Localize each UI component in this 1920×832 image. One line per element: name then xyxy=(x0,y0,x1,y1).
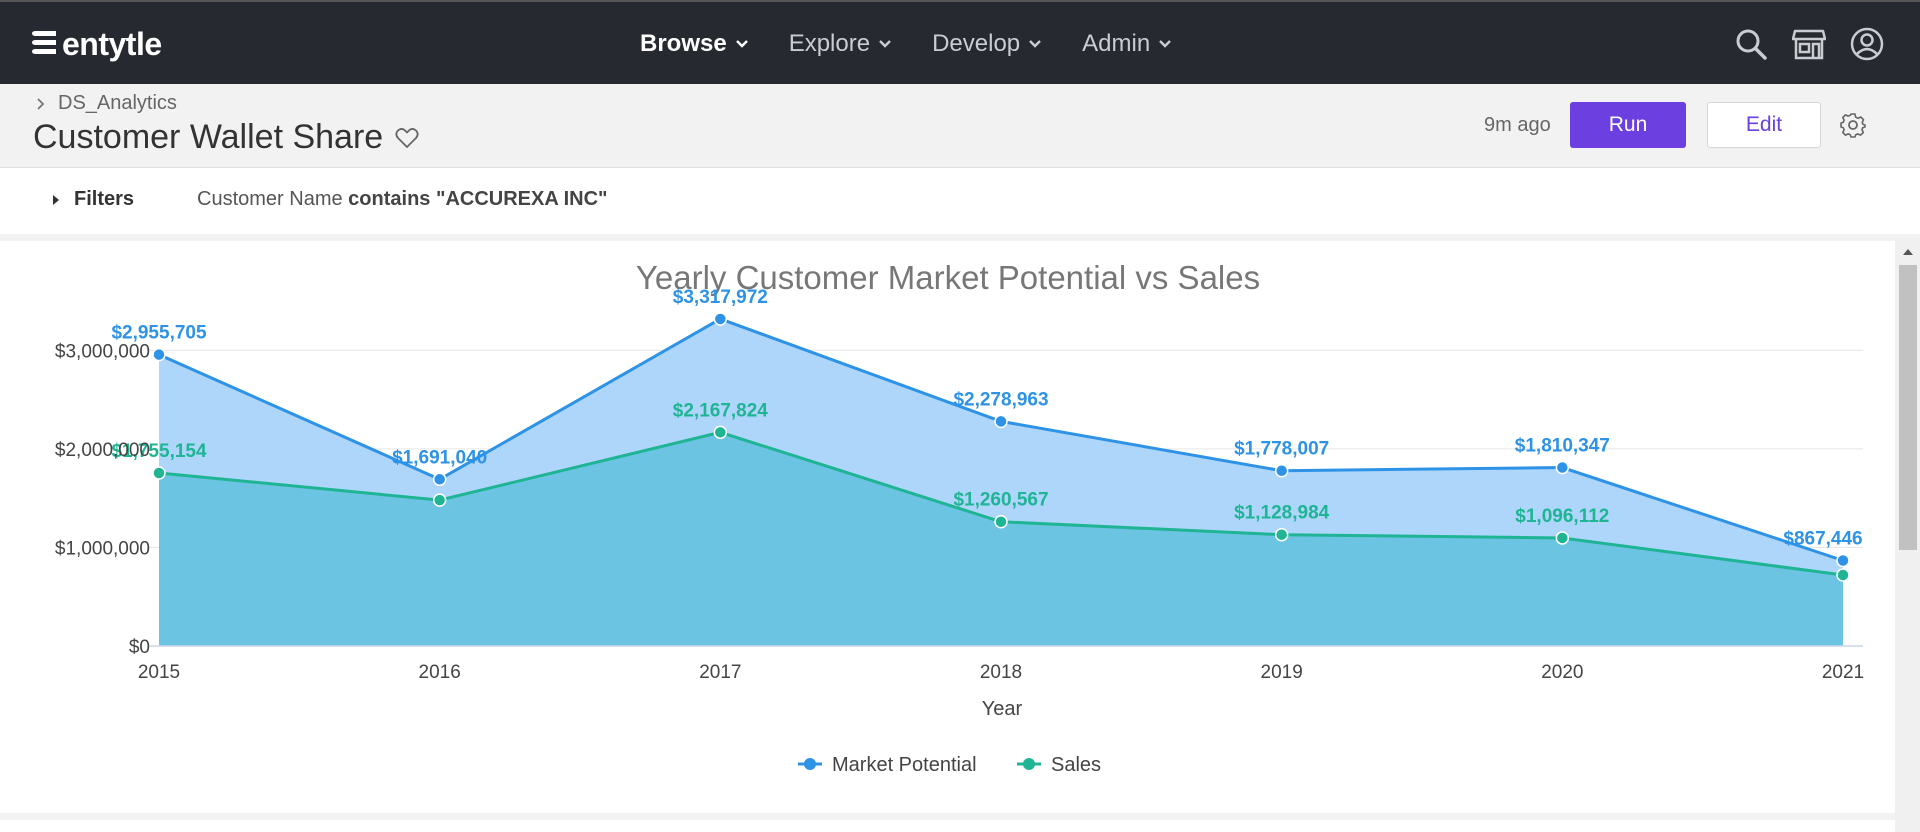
chart-data-labels: $2,955,705 $1,691,040 $3,317,972 $2,278,963… xyxy=(111,287,1862,550)
data-point xyxy=(432,493,447,507)
search-icon[interactable] xyxy=(1734,27,1768,61)
run-button[interactable]: Run xyxy=(1570,102,1686,148)
data-point xyxy=(994,514,1008,529)
nav-label: Admin xyxy=(1082,30,1151,57)
data-label: $1,128,984 xyxy=(1234,503,1330,524)
x-tick-label: 2019 xyxy=(1261,662,1303,683)
chart-axes: $0 $1,000,000 $2,000,000 $3,000,000 2015 2016… xyxy=(55,341,1864,683)
data-label: $2,278,963 xyxy=(953,389,1048,410)
heart-icon[interactable] xyxy=(395,127,419,149)
x-tick-label: 2016 xyxy=(419,662,461,683)
data-point xyxy=(432,472,447,487)
filters-label: Filters xyxy=(74,188,135,210)
entytle-logo[interactable]: entytle xyxy=(32,26,162,62)
page-header: DS_Analytics Customer Wallet Share 9m ag… xyxy=(0,84,1920,168)
chart-title: Yearly Customer Market Potential vs Sale… xyxy=(636,259,1260,296)
last-run-time: 9m ago xyxy=(1484,114,1551,136)
data-point xyxy=(152,347,166,362)
logo-text: entytle xyxy=(62,25,162,62)
main-nav: Browse Explore Develop Admin xyxy=(640,2,1212,86)
line-area-chart: Yearly Customer Market Potential vs Sale… xyxy=(55,259,1864,776)
chevron-down-icon xyxy=(735,40,748,48)
data-point xyxy=(1555,531,1570,545)
scroll-thumb[interactable] xyxy=(1899,265,1917,550)
data-point xyxy=(152,466,166,480)
breadcrumb-label: DS_Analytics xyxy=(58,92,177,114)
data-label: $1,691,040 xyxy=(392,447,487,468)
chevron-down-icon xyxy=(1159,40,1172,48)
top-icons xyxy=(1710,2,1884,86)
filters-bar: Filters Customer Name contains "ACCUREXA… xyxy=(0,168,1920,234)
chevron-down-icon xyxy=(879,40,891,48)
data-label: $1,260,567 xyxy=(953,490,1048,511)
chevron-down-icon xyxy=(1029,40,1041,48)
nav-item-admin[interactable]: Admin xyxy=(1082,30,1172,58)
filters-toggle[interactable]: Filters xyxy=(52,188,134,211)
legend-marker-icon xyxy=(1023,758,1035,770)
nav-label: Explore xyxy=(788,30,871,57)
nav-item-explore[interactable]: Explore xyxy=(789,30,892,58)
legend-marker-icon xyxy=(804,758,816,770)
page-title: Customer Wallet Share xyxy=(33,118,384,156)
y-tick-label: $3,000,000 xyxy=(55,341,150,362)
legend-label: Sales xyxy=(1051,754,1101,776)
scroll-up-arrow-icon[interactable] xyxy=(1902,247,1914,257)
data-point xyxy=(1836,553,1850,568)
x-axis-title: Year xyxy=(982,698,1023,720)
data-label: $867,446 xyxy=(1783,528,1862,549)
data-point xyxy=(994,414,1008,429)
y-tick-label: $2,000,000 xyxy=(55,440,150,461)
data-point xyxy=(1274,527,1289,542)
next-panel-edge xyxy=(0,820,1895,832)
x-tick-label: 2017 xyxy=(699,662,741,683)
chart-panel: Yearly Customer Market Potential vs Sale… xyxy=(0,241,1895,813)
data-label: $1,096,112 xyxy=(1515,506,1609,527)
x-tick-label: 2021 xyxy=(1822,662,1864,683)
data-point xyxy=(1274,463,1289,478)
vertical-scrollbar[interactable] xyxy=(1895,241,1920,832)
data-label: $2,167,824 xyxy=(673,400,769,421)
gear-icon[interactable] xyxy=(1840,112,1866,138)
nav-label: Develop xyxy=(932,30,1021,57)
chevron-right-icon xyxy=(36,97,46,111)
filter-field: Customer Name xyxy=(197,188,343,210)
nav-item-develop[interactable]: Develop xyxy=(932,30,1042,58)
nav-label: Browse xyxy=(640,30,727,57)
y-tick-label: $0 xyxy=(129,637,150,658)
data-label: $1,810,347 xyxy=(1515,436,1610,457)
page-title-wrap: Customer Wallet Share xyxy=(33,118,419,157)
filter-summary: Customer Name contains "ACCUREXA INC" xyxy=(197,188,608,211)
data-point xyxy=(713,425,728,440)
data-point xyxy=(1555,460,1570,475)
data-label: $3,317,972 xyxy=(673,287,768,308)
chart-points xyxy=(152,312,1850,582)
nav-item-browse[interactable]: Browse xyxy=(640,30,749,58)
area-sales xyxy=(159,432,1843,646)
legend-label: Market Potential xyxy=(832,754,977,776)
data-point xyxy=(713,312,728,326)
chart-legend: Market Potential Sales xyxy=(798,754,1101,776)
breadcrumb[interactable]: DS_Analytics xyxy=(36,92,177,115)
chart-areas xyxy=(159,318,1843,646)
store-icon[interactable] xyxy=(1792,27,1826,61)
data-label: $1,755,154 xyxy=(111,441,207,462)
x-tick-label: 2018 xyxy=(980,662,1022,683)
user-icon[interactable] xyxy=(1850,27,1884,61)
x-tick-label: 2020 xyxy=(1541,662,1583,683)
x-tick-label: 2015 xyxy=(138,662,180,683)
data-point xyxy=(1836,568,1850,582)
filter-condition: contains "ACCUREXA INC" xyxy=(348,188,608,210)
y-tick-label: $1,000,000 xyxy=(55,538,150,559)
data-label: $1,778,007 xyxy=(1234,439,1329,460)
top-navbar: entytle Browse Explore Develop Admin xyxy=(0,0,1920,84)
logo-icon xyxy=(32,31,56,54)
data-label: $2,955,705 xyxy=(111,323,207,344)
edit-button[interactable]: Edit xyxy=(1707,102,1821,148)
caret-right-icon xyxy=(52,194,60,206)
